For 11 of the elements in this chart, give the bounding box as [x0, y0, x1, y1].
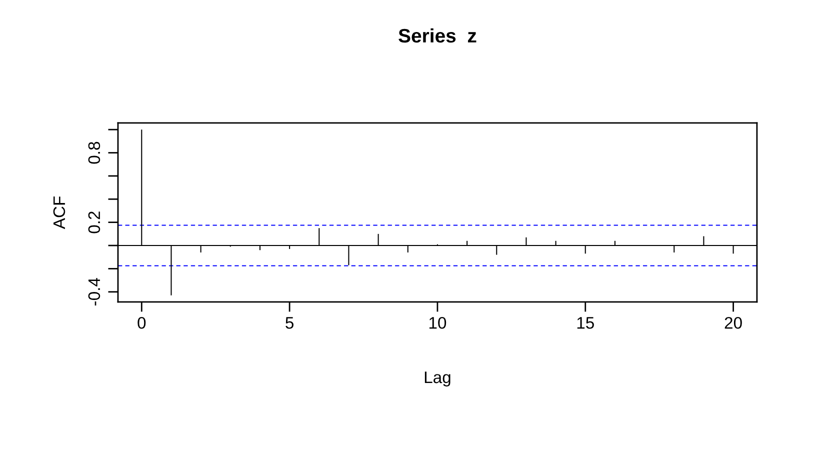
- y-tick-label: 0.2: [88, 212, 100, 234]
- x-axis-title: Lag: [424, 372, 450, 386]
- y-tick-label: 0.8: [88, 142, 100, 164]
- x-tick-label: 15: [577, 317, 594, 329]
- x-tick-label: 5: [286, 317, 294, 329]
- y-tick-label: -0.4: [88, 278, 100, 306]
- x-tick-label: 20: [724, 316, 742, 329]
- x-tick-label: 10: [429, 316, 446, 329]
- y-axis-title: ACF: [53, 196, 66, 230]
- x-tick-label: 0: [138, 316, 146, 329]
- chart-title: Series z: [398, 28, 476, 43]
